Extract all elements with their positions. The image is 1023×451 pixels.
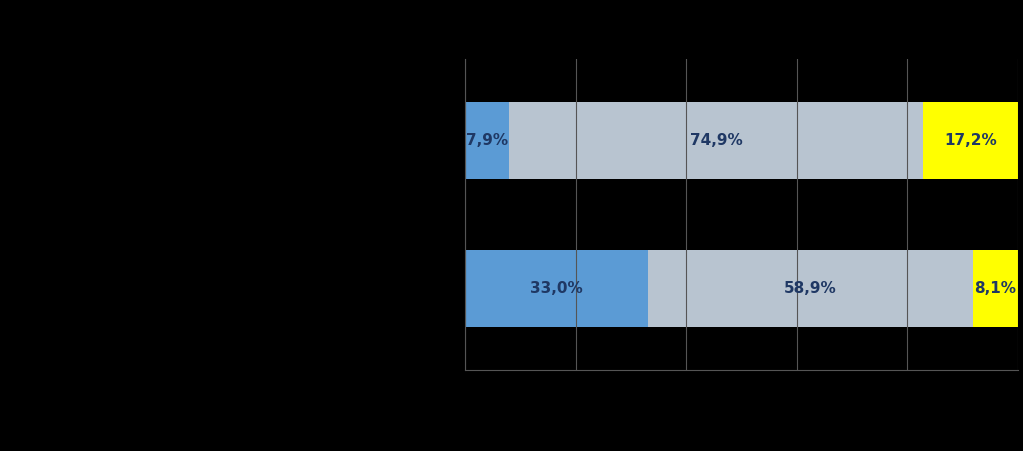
Bar	[973, 250, 1018, 327]
Text: 58,9%: 58,9%	[784, 281, 837, 296]
Text: 33,0%: 33,0%	[530, 281, 583, 296]
Bar	[465, 250, 648, 327]
Text: 8,1%: 8,1%	[975, 281, 1017, 296]
Bar	[923, 101, 1018, 179]
Bar	[648, 250, 973, 327]
Text: 74,9%: 74,9%	[690, 133, 743, 147]
Bar	[465, 101, 509, 179]
Text: 7,9%: 7,9%	[466, 133, 508, 147]
Bar	[509, 101, 923, 179]
Text: 17,2%: 17,2%	[944, 133, 996, 147]
